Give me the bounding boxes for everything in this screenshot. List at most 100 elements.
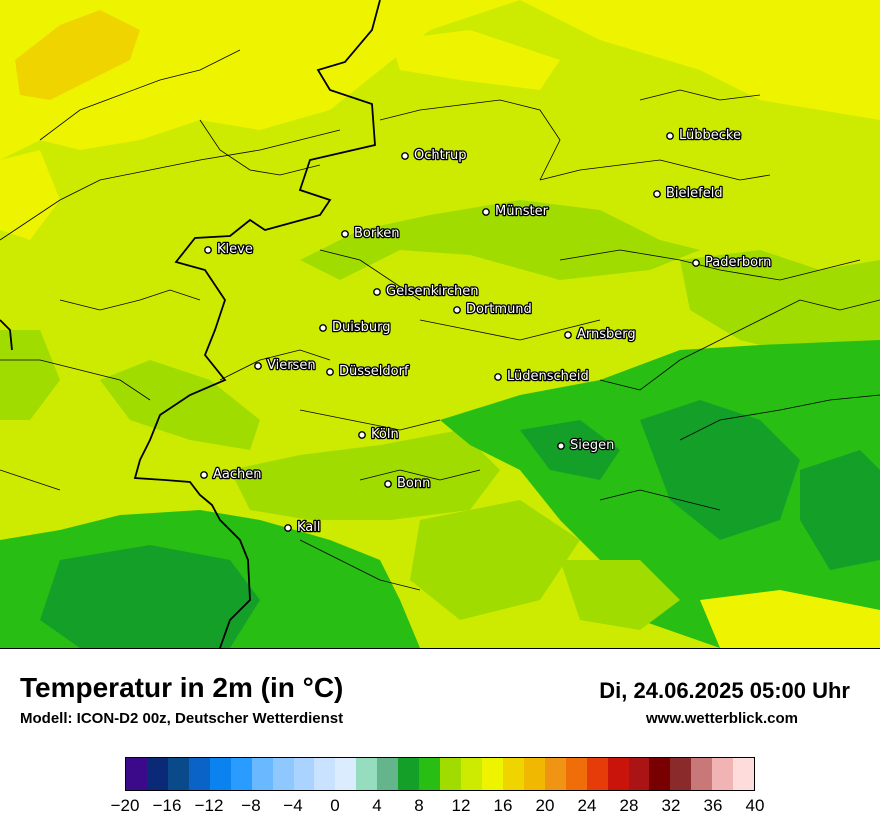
temperature-colorbar bbox=[125, 757, 755, 791]
mild-region bbox=[300, 200, 700, 280]
colorbar-tick-label: −16 bbox=[152, 796, 182, 815]
cool-region bbox=[40, 545, 260, 648]
city-marker: Kall bbox=[284, 519, 322, 536]
colorbar-tick-label: −8 bbox=[241, 796, 261, 815]
cool-region bbox=[520, 420, 620, 480]
city-label: Dortmund bbox=[466, 302, 532, 317]
city-label: Bielefeld bbox=[666, 186, 723, 201]
cool-region bbox=[640, 400, 800, 540]
city-marker: Viersen bbox=[254, 357, 317, 374]
colorbar-segment bbox=[544, 758, 566, 790]
colorbar-segment bbox=[586, 758, 608, 790]
colorbar-tick-label: 24 bbox=[577, 796, 597, 815]
colorbar-segment bbox=[230, 758, 252, 790]
map-title: Temperatur in 2m (in °C) bbox=[20, 672, 344, 703]
forecast-datetime: Di, 24.06.2025 05:00 Uhr bbox=[599, 678, 850, 703]
city-marker: Lübbecke bbox=[666, 127, 742, 144]
colorbar-segment bbox=[293, 758, 315, 790]
colorbar-segment bbox=[419, 758, 441, 790]
colorbar-segment bbox=[523, 758, 545, 790]
colorbar-segment bbox=[607, 758, 629, 790]
colorbar-segment bbox=[649, 758, 671, 790]
colorbar-segment bbox=[691, 758, 713, 790]
colorbar-segment bbox=[481, 758, 503, 790]
city-label: Duisburg bbox=[332, 320, 391, 335]
temperature-map: Ochtrup Lübbecke Bielefeld Münster Borke… bbox=[0, 0, 880, 649]
colorbar-segment bbox=[272, 758, 294, 790]
colorbar-tick-label: 32 bbox=[661, 796, 681, 815]
colorbar-segment bbox=[356, 758, 378, 790]
colorbar-tick-label: 20 bbox=[535, 796, 555, 815]
model-info: Modell: ICON-D2 00z, Deutscher Wetterdie… bbox=[20, 710, 344, 727]
colorbar-tick-label: −4 bbox=[283, 796, 303, 815]
city-label: Viersen bbox=[267, 358, 316, 373]
colorbar-tick-label: 0 bbox=[330, 796, 340, 815]
city-label: Lüdenscheid bbox=[507, 369, 589, 384]
colorbar-ticks: −20 −16 −12 −8 −4 0 4 8 12 16 20 24 28 32 36 40 bbox=[111, 796, 765, 820]
city-marker: Dortmund bbox=[453, 301, 533, 318]
country-borders bbox=[0, 0, 381, 648]
colorbar-segment bbox=[712, 758, 734, 790]
city-label: Bonn bbox=[397, 476, 430, 491]
mild-region bbox=[680, 250, 880, 360]
city-label: Arnsberg bbox=[577, 327, 636, 342]
colorbar-segment bbox=[209, 758, 231, 790]
colorbar-segment bbox=[628, 758, 650, 790]
city-marker: Siegen bbox=[557, 437, 616, 454]
mild-region bbox=[410, 500, 580, 620]
city-label: Kleve bbox=[217, 242, 253, 257]
colorbar-segment bbox=[146, 758, 168, 790]
colorbar-tick-label: 40 bbox=[745, 796, 765, 815]
colorbar-segment bbox=[502, 758, 524, 790]
colorbar-tick-label: −12 bbox=[194, 796, 224, 815]
city-marker: Ochtrup bbox=[401, 147, 468, 164]
colorbar-segment bbox=[335, 758, 357, 790]
colorbar-tick-label: 12 bbox=[451, 796, 471, 815]
colorbar-tick-label: 4 bbox=[372, 796, 382, 815]
website-link[interactable]: www.wetterblick.com bbox=[646, 710, 798, 727]
mild-region bbox=[230, 430, 500, 520]
mild-region bbox=[100, 360, 260, 450]
city-marker: Köln bbox=[358, 426, 400, 443]
city-marker: Münster bbox=[482, 203, 550, 220]
city-marker: Gelsenkirchen bbox=[373, 283, 480, 300]
city-label: Ochtrup bbox=[414, 148, 467, 163]
city-marker: Lüdenscheid bbox=[494, 368, 590, 385]
city-marker: Düsseldorf bbox=[326, 363, 410, 380]
city-label: Düsseldorf bbox=[339, 364, 409, 379]
warm-region bbox=[0, 150, 60, 240]
city-markers: Ochtrup Lübbecke Bielefeld Münster Borke… bbox=[200, 127, 773, 536]
colorbar-segment bbox=[167, 758, 189, 790]
city-marker: Borken bbox=[341, 225, 401, 242]
city-marker: Paderborn bbox=[692, 254, 773, 271]
district-borders bbox=[0, 49, 880, 591]
city-label: Siegen bbox=[570, 438, 614, 453]
cool-region bbox=[800, 450, 880, 570]
city-label: Gelsenkirchen bbox=[386, 284, 479, 299]
mild-region bbox=[0, 330, 60, 420]
colorbar-segment bbox=[733, 758, 755, 790]
colorbar-tick-label: −20 bbox=[110, 796, 140, 815]
city-marker: Bonn bbox=[384, 475, 432, 492]
city-label: Kall bbox=[297, 520, 321, 535]
colorbar-segment bbox=[440, 758, 461, 790]
city-label: Münster bbox=[495, 204, 549, 219]
colorbar-segment bbox=[314, 758, 336, 790]
colorbar-segment bbox=[670, 758, 692, 790]
city-marker: Bielefeld bbox=[653, 185, 724, 202]
city-marker: Kleve bbox=[204, 241, 254, 258]
city-marker: Arnsberg bbox=[564, 326, 637, 343]
colorbar-tick-label: 16 bbox=[493, 796, 513, 815]
city-label: Paderborn bbox=[705, 255, 771, 270]
mild-region bbox=[560, 560, 680, 630]
warm-region bbox=[390, 30, 560, 90]
warm-region bbox=[700, 590, 880, 648]
colorbar-segment bbox=[565, 758, 587, 790]
city-label: Borken bbox=[354, 226, 400, 241]
city-marker: Duisburg bbox=[319, 319, 392, 336]
warm-region bbox=[15, 10, 140, 100]
colorbar-tick-label: 28 bbox=[619, 796, 639, 815]
colorbar-tick-label: 8 bbox=[414, 796, 424, 815]
colorbar-segment bbox=[398, 758, 420, 790]
colorbar-segment bbox=[188, 758, 210, 790]
